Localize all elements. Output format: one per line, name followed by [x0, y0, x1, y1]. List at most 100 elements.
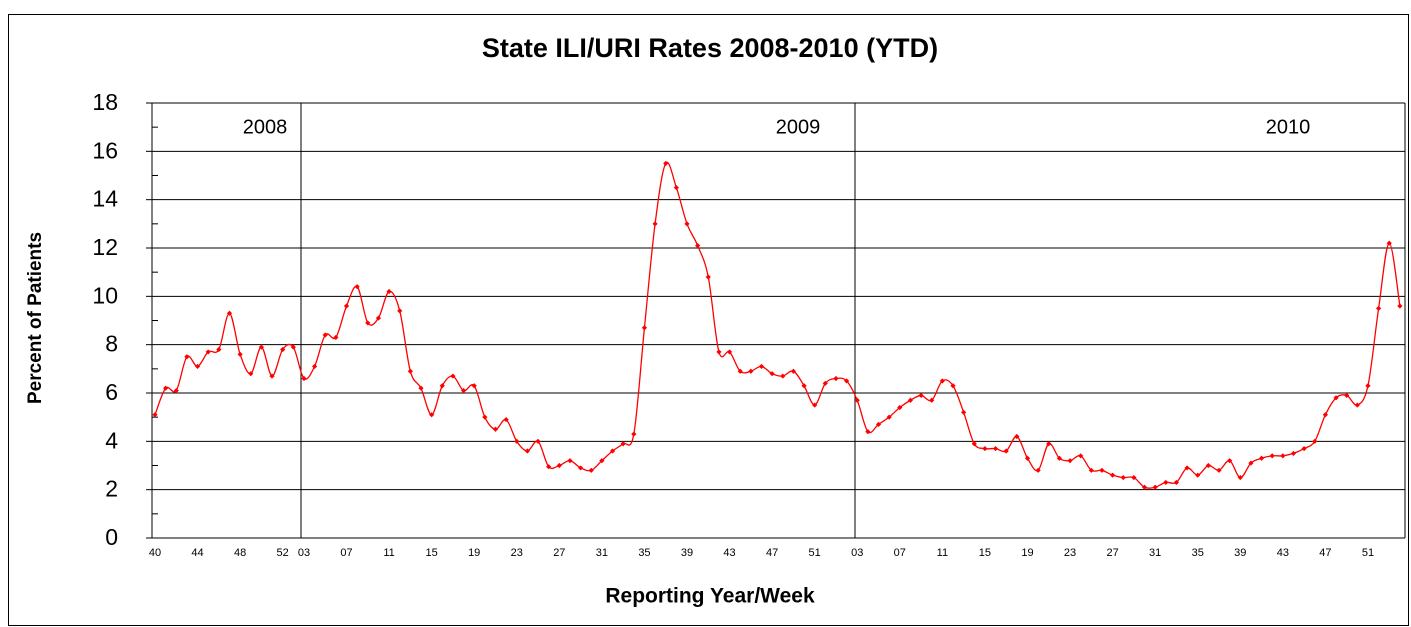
data-point — [1205, 462, 1211, 469]
data-point — [397, 308, 403, 314]
y-axis-label: Percent of Patients — [25, 232, 46, 404]
data-point — [407, 368, 413, 374]
data-point — [567, 458, 573, 464]
data-point — [854, 397, 860, 403]
data-point — [929, 397, 935, 403]
data-point — [365, 320, 371, 326]
y-tick-label: 12 — [92, 234, 118, 260]
data-point — [173, 387, 179, 394]
data-point — [429, 412, 435, 418]
data-point — [439, 383, 445, 389]
data-point — [343, 303, 350, 309]
data-point — [1173, 479, 1180, 486]
x-tick-label: 19 — [468, 547, 480, 559]
x-tick-label: 44 — [191, 547, 203, 559]
data-point — [1014, 433, 1020, 440]
y-tick-label: 6 — [105, 379, 118, 405]
data-point — [801, 383, 807, 389]
data-point — [971, 441, 977, 447]
data-point — [961, 409, 967, 415]
x-tick-label: 03 — [298, 547, 310, 559]
data-point — [620, 441, 626, 447]
x-tick-label: 15 — [426, 547, 438, 559]
data-point — [1184, 465, 1190, 471]
x-tick-label: 19 — [1021, 547, 1033, 559]
data-point — [1386, 240, 1392, 246]
data-point — [460, 387, 467, 394]
data-point — [652, 221, 658, 227]
data-point — [684, 221, 690, 227]
data-point — [514, 438, 520, 444]
y-tick-label: 4 — [105, 427, 118, 453]
x-tick-label: 15 — [979, 547, 991, 559]
data-point — [939, 378, 945, 384]
data-point — [237, 351, 243, 357]
x-tick-label: 11 — [937, 547, 948, 559]
data-point — [556, 462, 562, 469]
data-point — [748, 368, 754, 374]
y-tick-label: 2 — [105, 476, 118, 502]
data-point — [482, 414, 488, 420]
x-tick-label: 48 — [234, 547, 246, 559]
data-point — [333, 334, 339, 341]
data-point — [844, 378, 850, 384]
data-point — [599, 458, 605, 464]
y-tick-label: 8 — [105, 331, 118, 357]
data-point — [375, 315, 382, 321]
x-tick-label: 03 — [851, 547, 863, 559]
data-point — [1269, 453, 1275, 459]
data-point — [184, 354, 190, 360]
data-point — [886, 414, 892, 420]
y-tick-label: 0 — [105, 524, 118, 550]
data-point — [780, 373, 786, 379]
data-point — [578, 465, 584, 471]
data-point — [907, 397, 914, 403]
data-point — [1035, 467, 1041, 473]
data-point — [322, 332, 328, 338]
data-point — [865, 429, 871, 435]
data-point — [1088, 467, 1094, 473]
data-point — [492, 426, 499, 432]
x-tick-label: 35 — [1192, 547, 1204, 559]
data-point — [1099, 467, 1105, 473]
x-tick-label: 52 — [277, 547, 289, 559]
data-point — [1078, 453, 1084, 459]
year-label: 2009 — [776, 116, 821, 138]
data-point — [1131, 474, 1137, 481]
data-point — [248, 371, 254, 377]
data-point — [301, 375, 307, 382]
data-point — [1344, 392, 1350, 399]
x-tick-label: 35 — [638, 547, 650, 559]
data-point — [258, 344, 264, 350]
data-point — [524, 448, 530, 454]
data-point — [503, 416, 509, 423]
x-axis-label: Reporting Year/Week — [605, 585, 815, 608]
x-tick-label: 47 — [766, 547, 778, 559]
data-point — [1141, 484, 1148, 490]
chart-border — [8, 14, 1409, 626]
data-point — [1152, 484, 1158, 490]
data-line — [154, 161, 1401, 489]
x-tick-label: 07 — [340, 547, 352, 559]
x-tick-label: 51 — [809, 547, 821, 559]
data-point — [205, 349, 211, 355]
data-point — [1046, 441, 1052, 447]
y-tick-label: 10 — [92, 282, 118, 308]
data-point — [833, 375, 839, 382]
data-point — [1120, 474, 1126, 481]
data-point — [1110, 472, 1116, 478]
data-point — [1365, 383, 1371, 389]
x-tick-label: 47 — [1319, 547, 1331, 559]
data-point — [726, 349, 733, 355]
data-point — [1376, 305, 1382, 312]
x-tick-label: 51 — [1362, 547, 1374, 559]
x-tick-label: 23 — [1064, 547, 1076, 559]
data-point — [950, 383, 956, 389]
x-tick-label: 31 — [596, 547, 608, 559]
data-point — [1354, 402, 1360, 408]
data-point — [1248, 460, 1254, 466]
year-label: 2008 — [243, 116, 288, 138]
chart-title: State ILI/URI Rates 2008-2010 (YTD) — [482, 33, 938, 63]
data-point — [705, 274, 711, 280]
year-label: 2010 — [1266, 116, 1311, 138]
